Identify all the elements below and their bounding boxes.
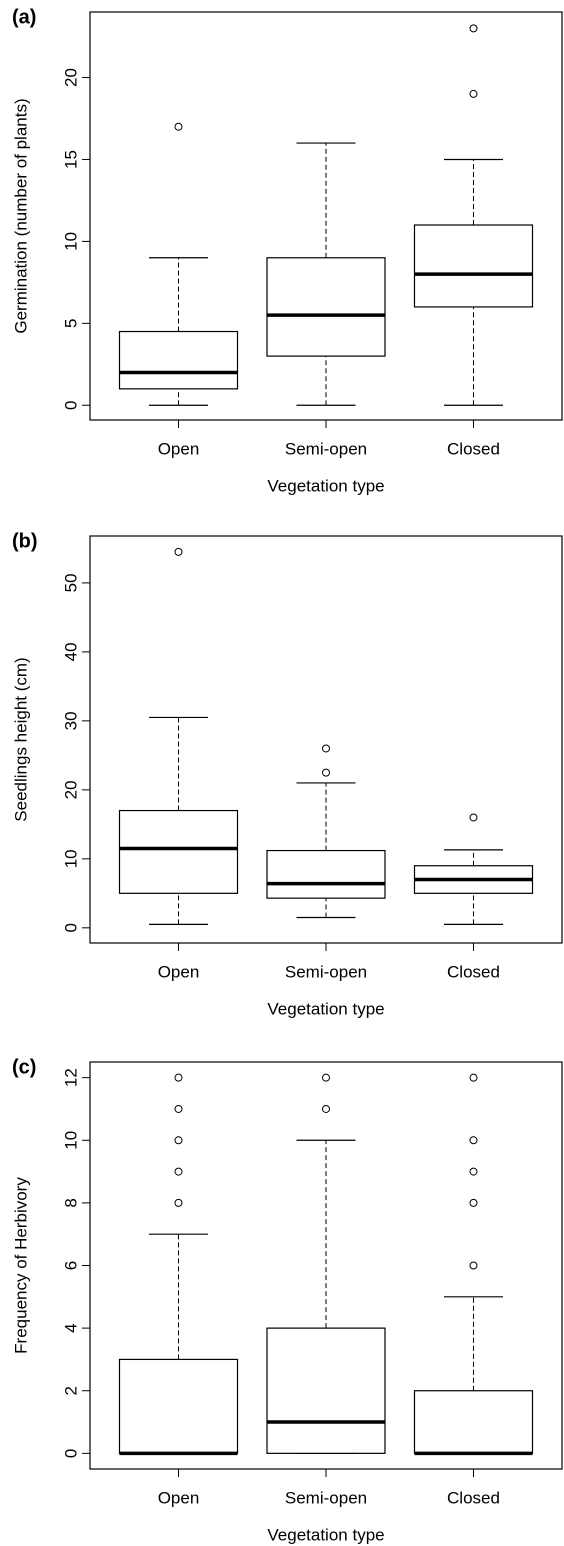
box bbox=[118, 809, 239, 894]
y-tick-label: 10 bbox=[61, 849, 80, 868]
panel-label: (c) bbox=[12, 1056, 36, 1078]
outlier bbox=[469, 1198, 478, 1207]
outlier bbox=[469, 24, 478, 33]
box bbox=[266, 849, 386, 899]
y-tick-label: 20 bbox=[61, 68, 80, 87]
y-tick-label: 6 bbox=[61, 1261, 80, 1270]
y-axis-title: Germination (number of plants) bbox=[11, 98, 30, 333]
box bbox=[413, 224, 534, 308]
outlier bbox=[322, 1073, 330, 1082]
outlier bbox=[174, 1073, 183, 1082]
outlier bbox=[469, 89, 478, 98]
outlier bbox=[469, 1073, 478, 1082]
y-tick-label: 0 bbox=[61, 923, 80, 932]
x-tick-label: Semi-open bbox=[285, 439, 367, 458]
y-tick-label: 5 bbox=[61, 319, 80, 328]
y-tick-label: 8 bbox=[61, 1198, 80, 1207]
outlier bbox=[174, 1104, 183, 1113]
box bbox=[413, 1390, 534, 1454]
y-tick-label: 15 bbox=[61, 150, 80, 169]
panel-label: (a) bbox=[12, 6, 36, 28]
outlier bbox=[469, 813, 478, 822]
outlier bbox=[469, 1167, 478, 1176]
x-tick-label: Open bbox=[158, 1488, 200, 1507]
outlier bbox=[174, 1167, 183, 1176]
outlier bbox=[322, 1104, 330, 1113]
y-tick-label: 0 bbox=[61, 401, 80, 410]
outlier bbox=[322, 768, 330, 777]
x-tick-label: Semi-open bbox=[285, 1488, 367, 1507]
x-axis-title: Vegetation type bbox=[267, 1525, 384, 1544]
box bbox=[118, 330, 239, 390]
x-tick-label: Closed bbox=[447, 439, 500, 458]
y-axis-title: Seedlings height (cm) bbox=[11, 657, 30, 821]
x-axis-title: Vegetation type bbox=[267, 476, 384, 495]
y-tick-label: 4 bbox=[61, 1323, 80, 1332]
y-tick-label: 10 bbox=[61, 1131, 80, 1150]
outlier bbox=[174, 1136, 183, 1145]
box bbox=[266, 257, 386, 357]
outlier bbox=[469, 1136, 478, 1145]
x-tick-label: Open bbox=[158, 439, 200, 458]
x-tick-label: Open bbox=[158, 962, 200, 981]
x-axis-title: Vegetation type bbox=[267, 999, 384, 1018]
y-tick-label: 10 bbox=[61, 232, 80, 251]
outlier bbox=[469, 1261, 478, 1270]
y-axis-title: Frequency of Herbivory bbox=[11, 1177, 30, 1354]
y-tick-label: 50 bbox=[61, 573, 80, 592]
box bbox=[118, 1358, 239, 1454]
outlier bbox=[174, 1198, 183, 1207]
x-tick-label: Closed bbox=[447, 1488, 500, 1507]
y-tick-label: 2 bbox=[61, 1386, 80, 1395]
y-tick-label: 30 bbox=[61, 711, 80, 730]
x-tick-label: Semi-open bbox=[285, 962, 367, 981]
y-tick-label: 0 bbox=[61, 1449, 80, 1458]
box bbox=[266, 1327, 386, 1454]
x-tick-label: Closed bbox=[447, 962, 500, 981]
y-tick-label: 20 bbox=[61, 780, 80, 799]
y-tick-label: 40 bbox=[61, 642, 80, 661]
outlier bbox=[322, 744, 330, 753]
panel-label: (b) bbox=[12, 530, 38, 552]
outlier bbox=[174, 122, 183, 131]
y-tick-label: 12 bbox=[61, 1068, 80, 1087]
outlier bbox=[174, 547, 183, 556]
